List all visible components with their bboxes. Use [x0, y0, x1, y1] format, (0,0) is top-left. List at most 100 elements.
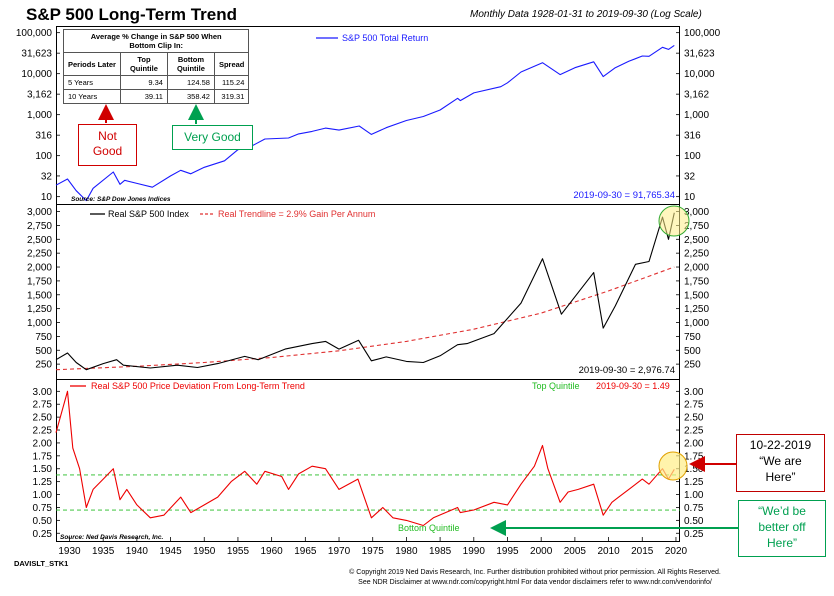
y-tick-label-right: 10	[684, 192, 696, 203]
y-tick-label-right: 2,500	[684, 235, 709, 246]
legend-deviation: Real S&P 500 Price Deviation From Long-T…	[91, 381, 305, 391]
x-tick-label: 1930	[58, 546, 81, 557]
x-tick-label: 2020	[665, 546, 688, 557]
y-tick-label-left: 3,162	[27, 90, 52, 101]
y-tick-label-right: 1,000	[684, 318, 709, 329]
not-good-line1: Not	[98, 129, 117, 143]
end-value-label: 2019-09-30 = 91,765.34	[573, 190, 675, 201]
y-tick-label-left: 1,250	[27, 304, 52, 315]
current-value-highlight	[658, 205, 690, 237]
x-tick-label: 2005	[564, 546, 587, 557]
table-header: Spread	[213, 52, 250, 76]
y-tick-label-right: 2.75	[684, 400, 704, 411]
y-tick-label-right: 1.75	[684, 451, 704, 462]
y-tick-label-right: 2.50	[684, 413, 704, 424]
y-tick-label-left: 2,000	[27, 263, 52, 274]
table-row: 5 Years 9.34 124.58 115.24	[63, 75, 250, 90]
y-tick-label-left: 100,000	[16, 28, 53, 39]
we-are-here-callout: 10-22-2019 “We are Here”	[736, 434, 825, 492]
table-cell: 5 Years	[63, 75, 121, 90]
x-tick-label: 1965	[294, 546, 317, 557]
copyright-notice: © Copyright 2019 Ned Davis Research, Inc…	[320, 568, 750, 588]
top-quintile-label: Top Quintile	[532, 381, 580, 391]
x-tick-label: 1940	[126, 546, 149, 557]
y-tick-label-right: 100	[684, 151, 701, 162]
y-tick-label-right: 2,750	[684, 221, 709, 232]
source-label: Source: S&P Dow Jones Indices	[71, 196, 171, 203]
y-tick-label-left: 1,000	[27, 318, 52, 329]
y-tick-label-left: 100	[35, 151, 52, 162]
y-tick-label-right: 0.75	[684, 503, 704, 514]
y-tick-label-left: 2.00	[33, 438, 53, 449]
y-tick-label-left: 1.75	[33, 451, 53, 462]
y-tick-label-left: 1,500	[27, 290, 52, 301]
x-tick-label: 1990	[463, 546, 486, 557]
table-header: Periods Later	[63, 52, 121, 76]
chart-frame	[56, 26, 680, 542]
table-cell: 115.24	[213, 75, 250, 90]
y-tick-label-left: 316	[35, 131, 52, 142]
chart-code: DAVISLT_STK1	[14, 559, 69, 568]
very-good-callout: Very Good	[172, 125, 253, 150]
y-tick-label-right: 2.25	[684, 426, 704, 437]
y-tick-label-left: 2,750	[27, 221, 52, 232]
y-tick-label-right: 1.00	[684, 490, 704, 501]
x-tick-label: 2015	[631, 546, 654, 557]
y-tick-label-left: 2.50	[33, 413, 53, 424]
y-tick-label-right: 0.25	[684, 529, 704, 540]
chart-subtitle: Monthly Data 1928-01-31 to 2019-09-30 (L…	[470, 9, 702, 20]
x-tick-label: 1945	[159, 546, 182, 557]
y-tick-label-right: 10,000	[684, 69, 715, 80]
y-tick-label-right: 2,000	[684, 263, 709, 274]
better-off-line2: better off	[758, 520, 806, 534]
table-cell: 319.31	[213, 89, 250, 104]
y-tick-label-left: 31,623	[21, 49, 52, 60]
y-tick-label-left: 10	[41, 192, 53, 203]
legend-real-index: Real S&P 500 Index	[108, 209, 189, 219]
y-tick-label-right: 1,750	[684, 276, 709, 287]
y-tick-label-left: 1.50	[33, 464, 53, 475]
x-tick-label: 1995	[496, 546, 519, 557]
chart-title: S&P 500 Long-Term Trend	[26, 5, 237, 24]
legend-trendline: Real Trendline = 2.9% Gain Per Annum	[218, 209, 375, 219]
table-caption-line1: Average % Change in S&P 500 When	[90, 32, 222, 41]
better-off-line1: “We’d be	[758, 504, 806, 518]
y-tick-label-left: 0.50	[33, 516, 53, 527]
x-tick-label: 1935	[92, 546, 115, 557]
y-tick-label-left: 1,000	[27, 110, 52, 121]
y-tick-label-left: 3,000	[27, 207, 52, 218]
table-cell: 10 Years	[63, 89, 121, 104]
end-value-label: 2019-09-30 = 1.49	[596, 381, 670, 391]
total-return-line	[55, 44, 675, 202]
x-tick-label: 1955	[227, 546, 250, 557]
end-value-label: 2019-09-30 = 2,976.74	[579, 365, 675, 376]
x-tick-label: 2010	[597, 546, 620, 557]
table-cell: 124.58	[166, 75, 215, 90]
y-tick-label-left: 750	[35, 332, 52, 343]
y-tick-label-right: 1.25	[684, 477, 704, 488]
x-tick-label: 2000	[530, 546, 553, 557]
not-good-callout: Not Good	[78, 124, 137, 166]
table-header: Bottom Quintile	[166, 52, 215, 76]
y-tick-label-left: 32	[41, 171, 53, 182]
y-tick-label-right: 32	[684, 171, 696, 182]
y-tick-label-right: 316	[684, 131, 701, 142]
deviation-line	[55, 390, 675, 527]
y-tick-label-right: 3,000	[684, 207, 709, 218]
y-tick-label-left: 500	[35, 346, 52, 357]
y-tick-label-left: 1.00	[33, 490, 53, 501]
source-label: Source: Ned Davis Research, Inc.	[60, 534, 164, 541]
real-index-line	[55, 212, 675, 371]
y-tick-label-right: 1,500	[684, 290, 709, 301]
not-good-line2: Good	[92, 144, 123, 158]
table-cell: 9.34	[119, 75, 168, 90]
x-tick-label: 1960	[261, 546, 284, 557]
table-header-row: Periods Later Top Quintile Bottom Quinti…	[63, 52, 250, 76]
y-tick-label-right: 100,000	[684, 28, 721, 39]
y-tick-label-left: 1.25	[33, 477, 53, 488]
legend-total-return: S&P 500 Total Return	[342, 33, 428, 43]
we-are-here-line3: Here”	[765, 470, 796, 484]
better-off-line3: Here”	[766, 536, 797, 550]
y-tick-label-left: 2,500	[27, 235, 52, 246]
